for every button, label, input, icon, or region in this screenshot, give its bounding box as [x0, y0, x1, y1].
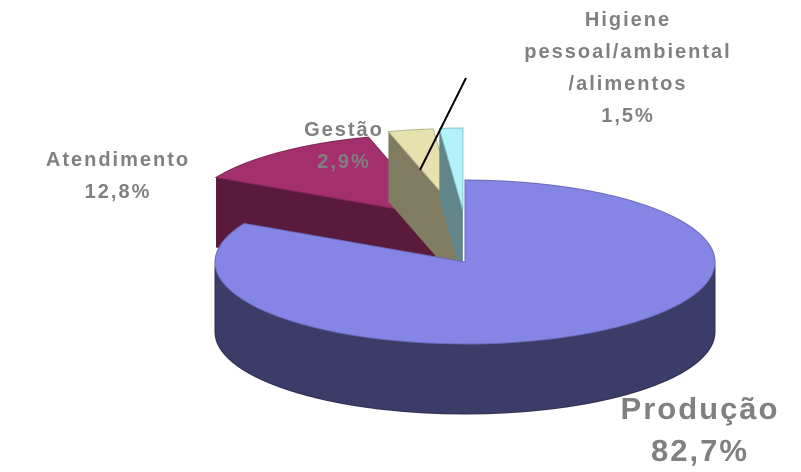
category-label: Higiene pessoal/ambiental /alimentos: [524, 9, 732, 95]
category-label: Atendimento: [45, 149, 191, 171]
slice: [214, 179, 716, 345]
slice-label: Gestão 2,9%: [304, 114, 384, 178]
slice-label: Atendimento 12,8%: [46, 144, 190, 208]
slice: [214, 136, 439, 217]
leader-line: [419, 77, 467, 171]
slice-wall: [388, 131, 457, 281]
value-label: 1,5%: [601, 105, 655, 127]
category-label: Gestão: [304, 119, 384, 141]
slice-label: Produção 82,7%: [621, 388, 780, 472]
slice-label: Higiene pessoal/ambiental /alimentos 1,5%: [524, 4, 731, 132]
category-label: Produção: [620, 391, 780, 426]
value-label: 82,7%: [651, 433, 749, 468]
slice-wall: [439, 128, 463, 281]
slice: [438, 127, 464, 211]
value-label: 12,8%: [84, 181, 152, 203]
pie: [214, 127, 716, 415]
value-label: 2,9%: [317, 151, 371, 173]
